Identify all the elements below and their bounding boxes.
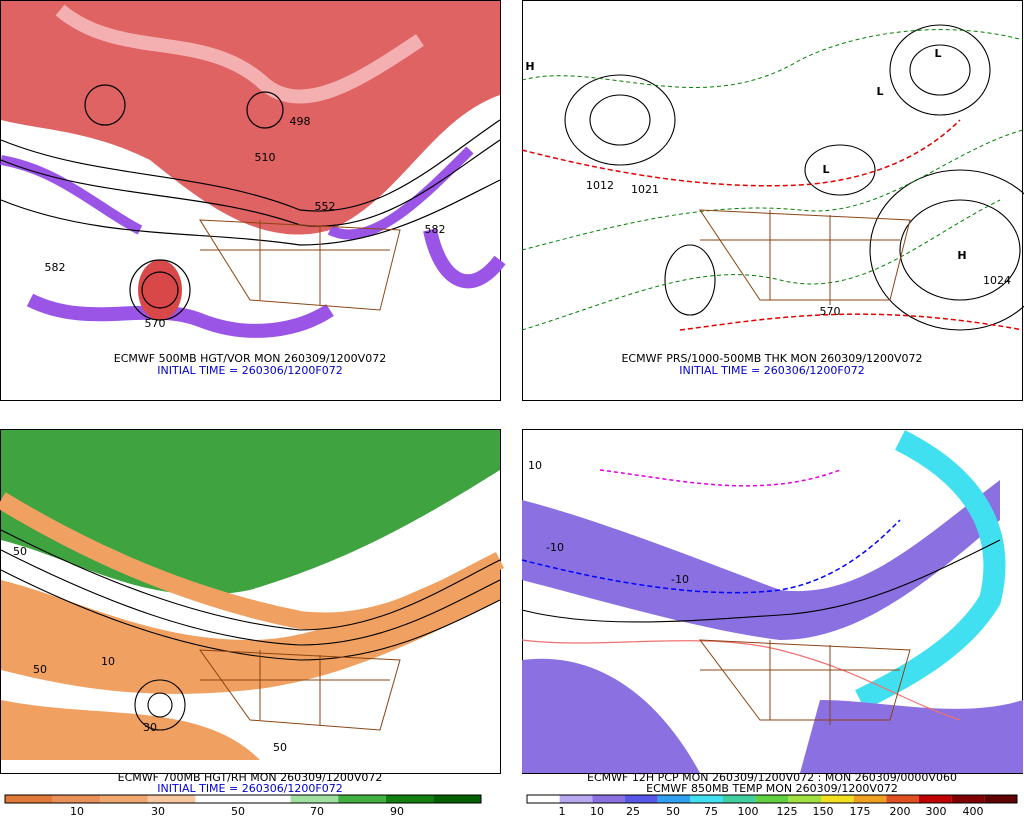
panel-caption: ECMWF 500MB HGT/VOR MON 260309/1200V072 — [114, 352, 386, 365]
contour-label: L — [822, 163, 829, 176]
colorbar-label: 25 — [626, 805, 640, 818]
contour-label: 50 — [13, 545, 27, 558]
contour-label: 570 — [820, 305, 841, 318]
colorbar-label: 125 — [777, 805, 798, 818]
initial-time: INITIAL TIME = 260306/1200F072 — [157, 782, 342, 795]
colorbar-label: 1 — [559, 805, 566, 818]
colorbar-label: 10 — [70, 805, 84, 818]
contour-label: 50 — [33, 663, 47, 676]
contour-label: 1021 — [631, 183, 659, 196]
colorbar: 10 30 50 70 90 — [4, 794, 482, 818]
contour-label: 1012 — [586, 179, 614, 192]
contour-label: 10 — [101, 655, 115, 668]
colorbar-label: 175 — [850, 805, 871, 818]
colorbar-label: 30 — [151, 805, 165, 818]
colorbar-swatch — [821, 795, 854, 803]
colorbar-frame — [4, 794, 482, 804]
colorbar-swatch — [951, 795, 985, 803]
contour-label: H — [957, 249, 966, 262]
contour-label: L — [934, 47, 941, 60]
contour-label: 570 — [145, 317, 166, 330]
contour-label: 50 — [273, 741, 287, 754]
contour-label: 30 — [143, 721, 157, 734]
panel-caption: ECMWF PRS/1000-500MB THK MON 260309/1200… — [621, 352, 922, 365]
map-panel — [0, 0, 506, 401]
colorbar-swatch — [559, 795, 593, 803]
colorbar-label: 50 — [666, 805, 680, 818]
contour-label: 582 — [45, 261, 66, 274]
colorbar-label: 50 — [231, 805, 245, 818]
panel-caption: ECMWF 700MB HGT/RH MON 260309/1200V072 — [118, 771, 383, 784]
contour-label: 498 — [290, 115, 311, 128]
colorbar-label: 200 — [890, 805, 911, 818]
colorbar-swatch — [527, 795, 560, 803]
colorbar-swatch — [755, 795, 789, 803]
colorbar-swatch — [853, 795, 887, 803]
colorbar-swatch — [195, 795, 243, 803]
colorbar-swatch — [657, 795, 691, 803]
colorbar-swatch — [5, 795, 53, 803]
colorbar-swatch — [338, 795, 386, 803]
colorbar-label: 150 — [813, 805, 834, 818]
colorbar-swatch — [243, 795, 291, 803]
contour-label: H — [525, 60, 534, 73]
colorbar-swatch — [723, 795, 756, 803]
colorbar-swatch — [625, 795, 658, 803]
colorbar-label: 400 — [963, 805, 984, 818]
colorbar-swatch — [788, 795, 821, 803]
contour-label: 510 — [255, 151, 276, 164]
contour-label: -10 — [546, 541, 564, 554]
colorbar-swatch — [100, 795, 148, 803]
colorbar-swatch — [984, 795, 1017, 803]
map-panel — [521, 429, 1023, 774]
map-panel — [521, 0, 1024, 401]
colorbar-swatch — [886, 795, 919, 803]
colorbar-swatch — [290, 795, 339, 803]
initial-time: INITIAL TIME = 260306/1200F072 — [157, 364, 342, 377]
contour-label: 582 — [425, 223, 446, 236]
colorbar-frame — [526, 794, 1018, 804]
colorbar-label: 100 — [738, 805, 759, 818]
colorbar-swatch — [433, 795, 481, 803]
colorbar: 1 10 25 50 75 100 125 150 175 200 300 400 — [526, 794, 1018, 818]
panel-caption: ECMWF 12H PCP MON 260309/1200V072 : MON … — [587, 771, 957, 784]
colorbar-swatch — [52, 795, 101, 803]
contour-label: 552 — [315, 200, 336, 213]
colorbar-label: 10 — [590, 805, 604, 818]
map-panel — [0, 429, 505, 774]
colorbar-swatch — [147, 795, 196, 803]
contour-label: 10 — [528, 459, 542, 472]
colorbar-swatch — [690, 795, 723, 803]
colorbar-label: 70 — [310, 805, 324, 818]
colorbar-label: 75 — [704, 805, 718, 818]
contour-label: -10 — [671, 573, 689, 586]
colorbar-swatch — [385, 795, 434, 803]
initial-time: INITIAL TIME = 260306/1200F072 — [679, 364, 864, 377]
initial-time: ECMWF 850MB TEMP MON 260309/1200V072 — [646, 782, 898, 795]
colorbar-swatch — [592, 795, 625, 803]
contour-label: L — [876, 85, 883, 98]
colorbar-label: 300 — [926, 805, 947, 818]
colorbar-label: 90 — [390, 805, 404, 818]
contour-label: 1024 — [983, 274, 1011, 287]
colorbar-swatch — [919, 795, 952, 803]
